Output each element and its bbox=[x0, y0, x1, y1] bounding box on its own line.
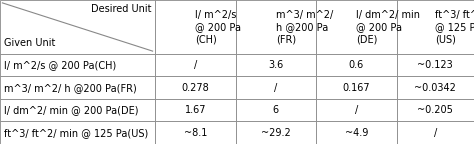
Text: ~4.9: ~4.9 bbox=[345, 128, 368, 138]
Text: 0.6: 0.6 bbox=[349, 60, 364, 70]
Text: 1.67: 1.67 bbox=[184, 105, 206, 115]
Bar bbox=[316, 54, 397, 76]
Bar bbox=[155, 121, 236, 144]
Bar bbox=[397, 121, 474, 144]
Bar bbox=[397, 99, 474, 121]
Text: ft^3/ ft^2/ min
@ 125 Pa
(US): ft^3/ ft^2/ min @ 125 Pa (US) bbox=[435, 10, 474, 44]
Text: /: / bbox=[434, 128, 437, 138]
Text: ~0.205: ~0.205 bbox=[418, 105, 453, 115]
Text: Given Unit: Given Unit bbox=[4, 38, 55, 48]
Bar bbox=[0, 54, 155, 76]
Text: /: / bbox=[355, 105, 358, 115]
Bar bbox=[0, 121, 155, 144]
Text: l/ m^2/s
@ 200 Pa
(CH): l/ m^2/s @ 200 Pa (CH) bbox=[195, 10, 241, 44]
Bar bbox=[0, 76, 155, 99]
Text: ~0.123: ~0.123 bbox=[418, 60, 453, 70]
Text: l/ m^2/s @ 200 Pa(CH): l/ m^2/s @ 200 Pa(CH) bbox=[4, 60, 116, 70]
Text: 6: 6 bbox=[273, 105, 279, 115]
Bar bbox=[397, 54, 474, 76]
Text: ~8.1: ~8.1 bbox=[183, 128, 207, 138]
Bar bbox=[316, 121, 397, 144]
Bar bbox=[155, 0, 236, 54]
Bar bbox=[397, 0, 474, 54]
Text: /: / bbox=[194, 60, 197, 70]
Text: l/ dm^2/ min
@ 200 Pa
(DE): l/ dm^2/ min @ 200 Pa (DE) bbox=[356, 10, 420, 44]
Text: ~0.0342: ~0.0342 bbox=[414, 83, 456, 93]
Bar bbox=[155, 99, 236, 121]
Bar bbox=[397, 76, 474, 99]
Bar bbox=[155, 54, 236, 76]
Text: 3.6: 3.6 bbox=[268, 60, 283, 70]
Text: ~29.2: ~29.2 bbox=[261, 128, 291, 138]
Text: Desired Unit: Desired Unit bbox=[91, 4, 151, 14]
Bar bbox=[155, 76, 236, 99]
Text: m^3/ m^2/ h @200 Pa(FR): m^3/ m^2/ h @200 Pa(FR) bbox=[4, 83, 137, 93]
Bar bbox=[236, 121, 316, 144]
Text: 0.278: 0.278 bbox=[182, 83, 209, 93]
Text: ft^3/ ft^2/ min @ 125 Pa(US): ft^3/ ft^2/ min @ 125 Pa(US) bbox=[4, 128, 148, 138]
Text: m^3/ m^2/
h @200 Pa
(FR): m^3/ m^2/ h @200 Pa (FR) bbox=[276, 10, 333, 44]
Text: /: / bbox=[274, 83, 277, 93]
Bar bbox=[236, 76, 316, 99]
Bar bbox=[316, 0, 397, 54]
Bar bbox=[236, 99, 316, 121]
Bar bbox=[0, 99, 155, 121]
Bar bbox=[236, 0, 316, 54]
Bar bbox=[316, 76, 397, 99]
Bar bbox=[236, 54, 316, 76]
Text: l/ dm^2/ min @ 200 Pa(DE): l/ dm^2/ min @ 200 Pa(DE) bbox=[4, 105, 138, 115]
Text: 0.167: 0.167 bbox=[343, 83, 370, 93]
Bar bbox=[0, 0, 155, 54]
Bar bbox=[316, 99, 397, 121]
